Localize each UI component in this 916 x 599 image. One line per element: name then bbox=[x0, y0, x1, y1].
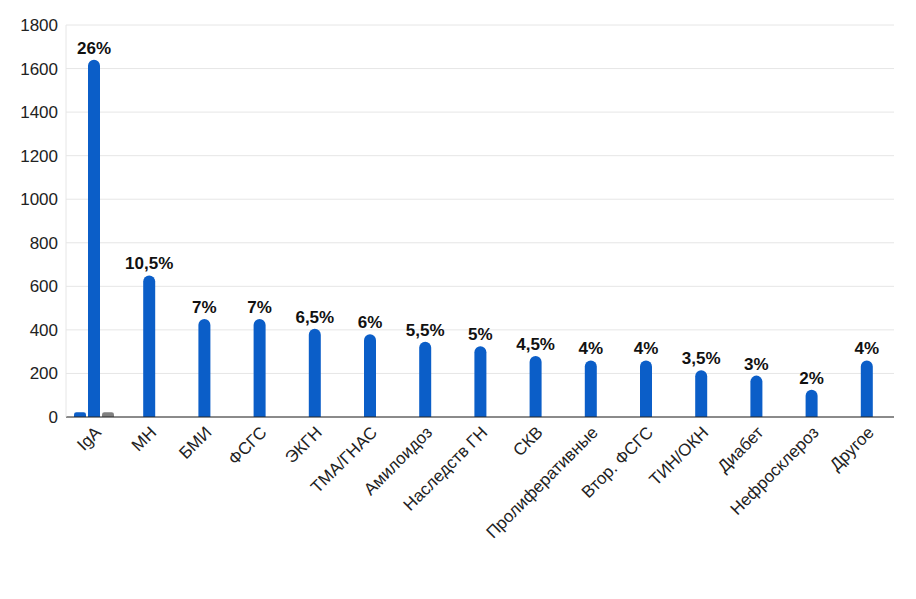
svg-text:1200: 1200 bbox=[20, 147, 58, 166]
svg-text:1600: 1600 bbox=[20, 60, 58, 79]
svg-text:200: 200 bbox=[30, 364, 58, 383]
svg-text:1800: 1800 bbox=[20, 16, 58, 35]
svg-text:800: 800 bbox=[30, 234, 58, 253]
svg-text:4,5%: 4,5% bbox=[516, 335, 555, 354]
svg-text:3%: 3% bbox=[744, 355, 769, 374]
svg-text:4%: 4% bbox=[579, 339, 604, 358]
svg-text:Амилоидоз: Амилоидоз bbox=[360, 422, 437, 499]
svg-text:3,5%: 3,5% bbox=[682, 349, 721, 368]
svg-text:Пролиферативные: Пролиферативные bbox=[482, 422, 602, 543]
svg-text:ФСГС: ФСГС bbox=[225, 423, 271, 469]
svg-text:400: 400 bbox=[30, 321, 58, 340]
svg-text:ЭКГН: ЭКГН bbox=[281, 423, 325, 467]
svg-text:МН: МН bbox=[128, 423, 160, 455]
svg-text:6%: 6% bbox=[358, 313, 383, 332]
svg-text:Наследств ГН: Наследств ГН bbox=[400, 423, 492, 515]
svg-text:5%: 5% bbox=[468, 325, 493, 344]
svg-text:БМИ: БМИ bbox=[175, 423, 215, 463]
svg-text:ТИН/ОКН: ТИН/ОКН bbox=[646, 423, 712, 489]
svg-text:4%: 4% bbox=[634, 339, 659, 358]
svg-text:Диабет: Диабет bbox=[714, 423, 768, 477]
svg-text:1400: 1400 bbox=[20, 103, 58, 122]
svg-text:Другое: Другое bbox=[826, 423, 878, 475]
svg-text:IgA: IgA bbox=[73, 422, 105, 454]
svg-text:0: 0 bbox=[49, 408, 58, 427]
svg-text:2%: 2% bbox=[799, 369, 824, 388]
svg-text:СКВ: СКВ bbox=[509, 423, 546, 460]
svg-text:1000: 1000 bbox=[20, 190, 58, 209]
svg-text:26%: 26% bbox=[77, 39, 111, 58]
svg-text:10,5%: 10,5% bbox=[125, 254, 173, 273]
svg-text:ТМА/ГНАС: ТМА/ГНАС bbox=[307, 422, 381, 497]
svg-text:Нефросклероз: Нефросклероз bbox=[727, 423, 823, 519]
svg-text:5,5%: 5,5% bbox=[406, 321, 445, 340]
svg-text:600: 600 bbox=[30, 277, 58, 296]
svg-text:7%: 7% bbox=[192, 298, 217, 317]
svg-text:Втор. ФСГС: Втор. ФСГС bbox=[578, 423, 657, 502]
svg-text:4%: 4% bbox=[855, 339, 880, 358]
svg-text:7%: 7% bbox=[247, 298, 272, 317]
svg-text:6,5%: 6,5% bbox=[295, 308, 334, 327]
